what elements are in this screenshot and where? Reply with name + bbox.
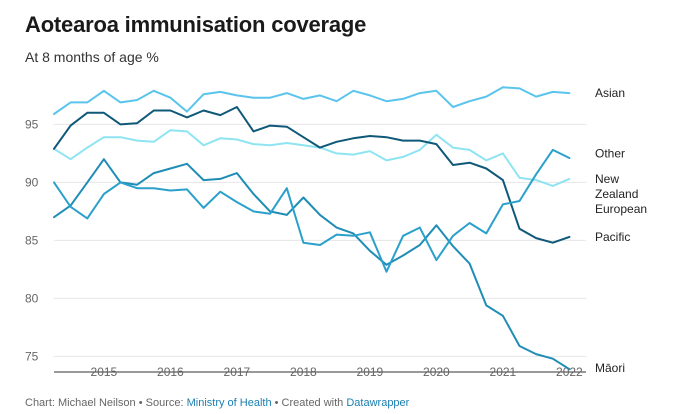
gridlines — [54, 123, 586, 357]
chart-subtitle: At 8 months of age % — [25, 49, 159, 65]
x-tick-label: 2020 — [423, 365, 450, 379]
footer-credit: Chart: Michael Neilson — [25, 397, 136, 409]
series-line-pacific — [53, 106, 571, 244]
series-lines — [53, 86, 571, 371]
y-tick-label: 95 — [25, 117, 39, 131]
y-tick-label: 90 — [25, 175, 39, 189]
x-tick-label: 2022 — [556, 365, 583, 379]
x-tick-label: 2016 — [157, 365, 184, 379]
series-label-other_end: Māori — [595, 361, 625, 375]
series-label-pacific_end: Pacific — [595, 230, 630, 244]
chart-title: Aotearoa immunisation coverage — [25, 12, 367, 37]
y-tick-label: 80 — [25, 291, 39, 305]
x-axis: 2015 2016 2017 2018 2019 2020 2021 2022 — [54, 365, 586, 379]
x-tick-label: 2019 — [357, 365, 384, 379]
x-tick-label: 2021 — [490, 365, 517, 379]
series-line-nze — [53, 129, 571, 187]
datawrapper-link[interactable]: Datawrapper — [346, 397, 410, 409]
series-labels: Asian Other New Zealand European Pacific Māori — [595, 86, 647, 375]
chart-footer: Chart: Michael Neilson • Source: Ministr… — [25, 397, 409, 409]
series-label-maori_end: Other — [595, 146, 625, 160]
x-tick-label: 2017 — [224, 365, 251, 379]
footer-sep-source: • Source: — [135, 397, 187, 409]
series-line-asian — [53, 86, 571, 115]
x-tick-label: 2015 — [91, 365, 118, 379]
y-tick-label: 75 — [25, 349, 39, 363]
series-label-asian: Asian — [595, 86, 625, 100]
y-tick-label: 85 — [25, 233, 39, 247]
x-tick-label: 2018 — [290, 365, 317, 379]
source-link[interactable]: Ministry of Health — [186, 397, 272, 409]
series-line-other — [53, 158, 571, 371]
series-label-nze_end: New Zealand European — [595, 172, 647, 216]
footer-sep-tool: • Created with — [271, 397, 347, 409]
y-axis: 75 80 85 90 95 — [25, 117, 39, 363]
series-line-maori — [53, 148, 571, 273]
